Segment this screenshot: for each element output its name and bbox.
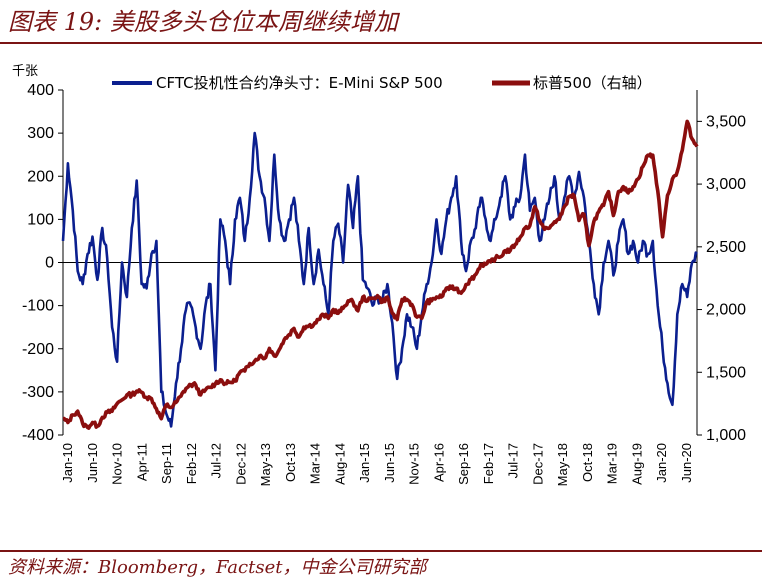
legend: CFTC投机性合约净头寸：E-Mini S&P 500 标普500（右轴）	[112, 74, 652, 92]
x-tick-label: Dec-17	[530, 443, 545, 485]
x-axis: Jan-10 Jun-10 Nov-10 Apr-11 Sep-11 Feb-12 Jul-…	[60, 443, 694, 486]
x-tick-label: Jul-17	[506, 443, 521, 478]
left-axis-unit: 千张	[12, 64, 38, 79]
x-tick-label: Oct-13	[283, 443, 298, 482]
x-tick-label: Jul-12	[209, 443, 224, 478]
source-note: 资料来源：Bloomberg，Factset，中金公司研究部	[8, 557, 427, 578]
x-tick-label: Mar-19	[605, 443, 620, 484]
title-rule	[0, 42, 762, 44]
left-tick-label: -100	[22, 298, 54, 315]
x-tick-label: Jun-20	[679, 443, 694, 483]
x-tick-label: Nov-10	[110, 443, 125, 485]
x-tick-label: Sep-16	[456, 443, 471, 485]
right-axis: 1,000 1,500 2,000 2,500 3,000 3,500	[697, 113, 746, 444]
left-tick-label: -400	[22, 427, 54, 444]
left-tick-label: 400	[27, 82, 54, 99]
right-tick-label: 3,500	[706, 113, 746, 130]
left-tick-label: 200	[27, 168, 54, 185]
x-tick-label: Mar-14	[308, 443, 323, 484]
x-tick-label: Feb-12	[184, 443, 199, 484]
left-axis: -400 -300 -200 -100 0 100 200 300 400 千张	[12, 64, 63, 444]
x-tick-label: Apr-16	[431, 443, 446, 482]
x-tick-label: Sep-11	[159, 443, 174, 484]
x-tick-label: Jun-10	[85, 443, 100, 483]
legend-label-sp500: 标普500（右轴）	[533, 74, 652, 92]
x-tick-label: Aug-14	[332, 443, 347, 485]
right-tick-label: 1,500	[706, 364, 746, 381]
left-tick-label: -200	[22, 341, 54, 358]
left-tick-label: 300	[27, 125, 54, 142]
right-tick-label: 1,000	[706, 427, 746, 444]
series-line-sp500	[62, 119, 699, 430]
x-tick-label: Jan-15	[357, 443, 372, 483]
left-tick-label: 100	[27, 211, 54, 228]
right-tick-label: 2,500	[706, 239, 746, 256]
left-tick-label: 0	[45, 255, 54, 272]
figure-title: 图表 19: 美股多头仓位本周继续增加	[8, 8, 398, 36]
x-tick-label: Jan-20	[654, 443, 669, 483]
x-tick-label: May-13	[258, 443, 273, 486]
x-tick-label: Jun-15	[382, 443, 397, 483]
x-tick-label: Aug-19	[629, 443, 644, 485]
x-tick-label: Apr-11	[134, 443, 149, 481]
x-tick-label: May-18	[555, 443, 570, 486]
series-layer	[61, 119, 699, 430]
series-line-cftc	[61, 131, 698, 428]
x-tick-label: Nov-15	[407, 443, 422, 485]
left-tick-label: -300	[22, 384, 54, 401]
x-tick-label: Oct-18	[580, 443, 595, 482]
x-tick-label: Feb-17	[481, 443, 496, 484]
source-rule	[0, 550, 762, 552]
x-tick-label: Dec-12	[233, 443, 248, 485]
right-tick-label: 3,000	[706, 176, 746, 193]
right-tick-label: 2,000	[706, 302, 746, 319]
legend-label-cftc: CFTC投机性合约净头寸：E-Mini S&P 500	[156, 74, 443, 92]
x-tick-label: Jan-10	[60, 443, 75, 483]
